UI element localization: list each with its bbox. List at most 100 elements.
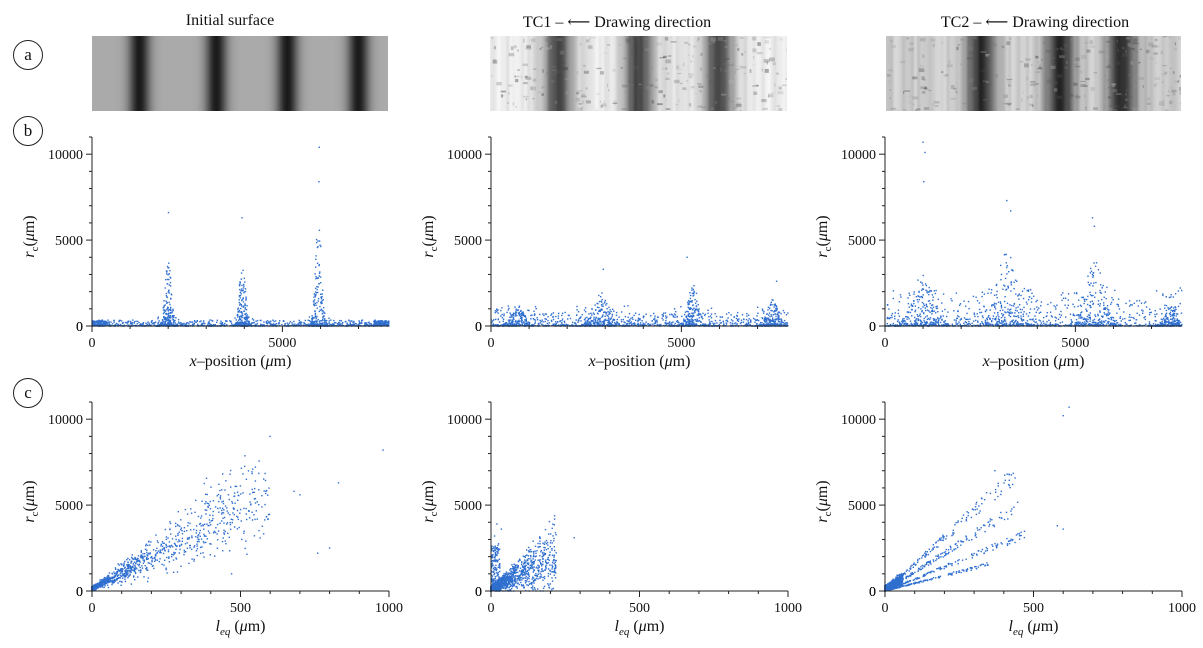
data-point (690, 294, 692, 297)
data-point (1169, 311, 1172, 314)
data-point (201, 322, 203, 325)
data-point (298, 322, 300, 324)
data-point (653, 318, 655, 320)
data-point (931, 322, 934, 324)
data-point (550, 314, 552, 316)
data-point (522, 313, 525, 316)
data-point (520, 309, 522, 312)
data-point (518, 319, 520, 321)
data-point (171, 311, 173, 314)
data-point (692, 292, 695, 294)
data-point (1000, 304, 1003, 307)
data-point (684, 319, 686, 321)
data-point (773, 304, 775, 306)
data-point (230, 320, 232, 322)
data-point (733, 316, 736, 318)
data-point (926, 315, 928, 317)
data-point (168, 324, 170, 326)
data-point (770, 314, 772, 316)
data-point (167, 319, 169, 322)
data-point (242, 301, 245, 303)
data-point (383, 320, 385, 323)
data-point (698, 311, 700, 313)
data-point (168, 321, 170, 324)
data-point (557, 321, 559, 323)
data-point (1019, 304, 1021, 306)
data-point (107, 324, 109, 326)
data-point (1013, 305, 1015, 307)
data-point (319, 324, 321, 326)
data-point (1012, 319, 1014, 321)
data-point (537, 323, 540, 325)
data-point (241, 217, 243, 219)
data-point (784, 323, 786, 325)
data-point (317, 245, 319, 248)
data-point (545, 318, 547, 320)
data-point (510, 316, 512, 319)
data-point (786, 322, 789, 324)
data-point (600, 300, 602, 302)
data-point (1002, 315, 1004, 317)
data-point (122, 321, 124, 324)
data-point (680, 306, 682, 308)
data-point (545, 313, 547, 315)
data-point (960, 317, 962, 320)
data-point (691, 322, 693, 325)
data-point (1108, 309, 1110, 311)
data-point (685, 323, 687, 325)
data-point (240, 272, 243, 274)
data-point (915, 296, 918, 298)
data-point (696, 318, 698, 320)
data-point (611, 321, 613, 323)
data-point (586, 320, 588, 322)
data-point (886, 323, 888, 325)
data-point (589, 317, 592, 320)
data-point (1017, 315, 1019, 317)
data-point (985, 309, 988, 311)
data-point (757, 319, 760, 322)
data-point (750, 319, 752, 321)
data-point (247, 324, 249, 326)
data-point (963, 322, 965, 324)
data-point (238, 324, 241, 326)
data-point (909, 320, 912, 322)
data-point (598, 310, 600, 312)
data-point (534, 322, 536, 325)
data-point (599, 310, 601, 313)
data-point (902, 318, 904, 320)
data-point (168, 309, 170, 311)
data-point (152, 323, 154, 325)
data-point (1142, 310, 1144, 312)
data-point (637, 319, 639, 321)
data-point (1033, 308, 1036, 310)
data-point (945, 323, 948, 325)
data-point (1004, 324, 1006, 326)
data-point (166, 302, 168, 304)
data-point (166, 278, 169, 281)
data-point (242, 289, 244, 291)
data-point (1009, 315, 1012, 318)
data-point (1050, 301, 1052, 304)
data-point (535, 308, 537, 310)
data-point (101, 323, 103, 325)
data-point (697, 304, 699, 306)
data-point (989, 323, 992, 326)
data-point (766, 321, 768, 323)
data-point (166, 271, 168, 273)
data-point (316, 320, 318, 322)
data-point (339, 323, 341, 326)
data-point (990, 292, 992, 294)
data-point (973, 324, 975, 326)
data-point (725, 323, 728, 325)
data-point (259, 319, 262, 322)
data-point (608, 306, 610, 309)
data-point (263, 324, 265, 326)
data-point (388, 320, 390, 322)
data-point (1064, 304, 1066, 306)
data-point (311, 316, 314, 319)
data-point (595, 316, 597, 319)
data-point (1013, 281, 1015, 283)
data-point (694, 310, 696, 312)
data-point (965, 318, 967, 321)
data-point (941, 319, 943, 321)
